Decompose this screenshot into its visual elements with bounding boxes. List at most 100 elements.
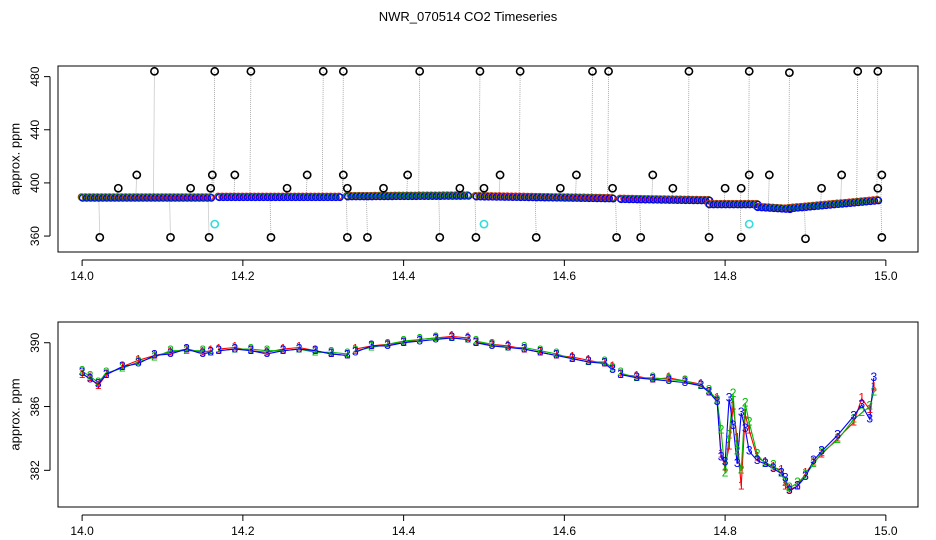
- series-2-marker: 2: [794, 475, 801, 489]
- series-3-marker: 3: [782, 470, 789, 484]
- series-2-marker: 2: [103, 365, 110, 379]
- series-1-marker: 1: [199, 344, 206, 358]
- series-1-marker: 1: [280, 341, 287, 355]
- series-1-marker: 1: [79, 367, 86, 381]
- series-2-marker: 2: [183, 343, 190, 357]
- spike-point: [801, 234, 810, 244]
- series-3-marker: 3: [103, 367, 110, 381]
- series-3-marker: 3: [601, 356, 608, 370]
- plot-frame: [57, 321, 919, 508]
- series-1-marker: 1: [742, 407, 749, 421]
- series-3-marker: 3: [312, 343, 319, 357]
- spike-line: [458, 188, 461, 196]
- series-3-marker: 3: [698, 378, 705, 392]
- series-1-marker: 1: [448, 329, 455, 343]
- series-2-marker: 2: [665, 372, 672, 386]
- series-1-marker: 1: [782, 478, 789, 492]
- series-3-marker: 3: [569, 351, 576, 365]
- cyan-point: [479, 219, 489, 229]
- series-2-marker: 2: [199, 343, 206, 357]
- series-3-marker: 3: [870, 370, 877, 384]
- spike-line: [591, 71, 593, 198]
- series-2-marker: 2: [866, 399, 873, 413]
- cyan-point: [210, 219, 220, 229]
- panel-top: 14.0 14.2 14.4 14.6 14.8 15.0 360 400 440 480 appr…: [7, 65, 919, 283]
- spike-point: [736, 183, 746, 193]
- x-tick-label: 14.2: [231, 269, 255, 283]
- x-tick-label: 14.4: [392, 524, 416, 538]
- spike-point: [853, 66, 863, 76]
- spike-line: [788, 72, 790, 209]
- series-3-marker: 3: [682, 375, 689, 389]
- spike-point: [113, 183, 123, 193]
- series-3-marker: 3: [726, 391, 733, 405]
- spike-line: [341, 71, 344, 199]
- series-2-marker: 2: [151, 349, 158, 363]
- spike-point: [379, 183, 388, 193]
- series-3-marker: 3: [264, 346, 271, 360]
- series-3-marker: 3: [215, 343, 222, 357]
- series-2-line: [475, 340, 613, 369]
- spike-line: [382, 188, 384, 197]
- spike-point: [668, 183, 678, 193]
- spike-point: [186, 183, 196, 193]
- series-2-marker: 2: [344, 346, 351, 360]
- spike-line: [747, 71, 750, 205]
- series-3-marker: 3: [778, 466, 785, 480]
- series-1-marker: 1: [734, 431, 741, 445]
- series-1-marker: 1: [698, 376, 705, 390]
- spike-point: [744, 66, 754, 76]
- spike-point: [604, 66, 613, 76]
- series-2-marker: 2: [858, 405, 865, 419]
- series-2-marker: 2: [553, 346, 560, 360]
- series-2-marker: 2: [384, 336, 391, 350]
- series-2-marker: 2: [432, 330, 439, 344]
- series-1-marker: 1: [432, 330, 439, 344]
- series-1-marker: 1: [870, 380, 877, 394]
- series-3-marker: 3: [722, 455, 729, 469]
- series-2-marker: 2: [448, 330, 455, 344]
- series-1-marker: 1: [617, 367, 624, 381]
- series-1-marker: 1: [665, 370, 672, 384]
- series-2-marker: 2: [489, 336, 496, 350]
- spike-line: [747, 174, 750, 205]
- series-3-marker: 3: [649, 372, 656, 386]
- series-2-marker: 2: [818, 445, 825, 459]
- series-2-marker: 2: [633, 370, 640, 384]
- series-2-marker: 2: [569, 351, 576, 365]
- series-3-marker: 3: [280, 343, 287, 357]
- series-3-marker: 3: [734, 456, 741, 470]
- series-2-marker: 2: [248, 341, 255, 355]
- spike-line: [169, 197, 171, 238]
- series-2-marker: 2: [834, 432, 841, 446]
- series-2-marker: 2: [87, 368, 94, 382]
- spike-line: [639, 199, 642, 238]
- spike-point: [479, 183, 489, 193]
- series-3-marker: 3: [135, 356, 142, 370]
- series-1-marker: 1: [754, 450, 761, 464]
- series-1-marker: 1: [119, 359, 126, 373]
- series-1-marker: 1: [601, 356, 608, 370]
- series-3-marker: 3: [352, 344, 359, 358]
- series-2-marker: 2: [264, 343, 271, 357]
- spike-point: [877, 232, 887, 242]
- plot-frame: [57, 65, 919, 253]
- y-axis-label: approx. ppm: [7, 123, 22, 195]
- series-1-marker: 1: [352, 341, 359, 355]
- series-2-marker: 2: [95, 375, 102, 389]
- baseline-point: [874, 196, 883, 205]
- spike-line: [607, 71, 609, 199]
- series-2-marker: 2: [352, 343, 359, 357]
- spike-point: [132, 170, 142, 180]
- series-1-marker: 1: [585, 352, 592, 366]
- series-3-marker: 3: [858, 397, 865, 411]
- series-1-marker: 1: [850, 415, 857, 429]
- spike-line: [249, 71, 252, 197]
- series-2-marker: 2: [416, 332, 423, 346]
- spike-point: [230, 170, 240, 180]
- series-2-marker: 2: [368, 340, 375, 354]
- series-1-marker: 1: [786, 482, 793, 496]
- series-2-marker: 2: [786, 480, 793, 494]
- spike-line: [615, 198, 617, 238]
